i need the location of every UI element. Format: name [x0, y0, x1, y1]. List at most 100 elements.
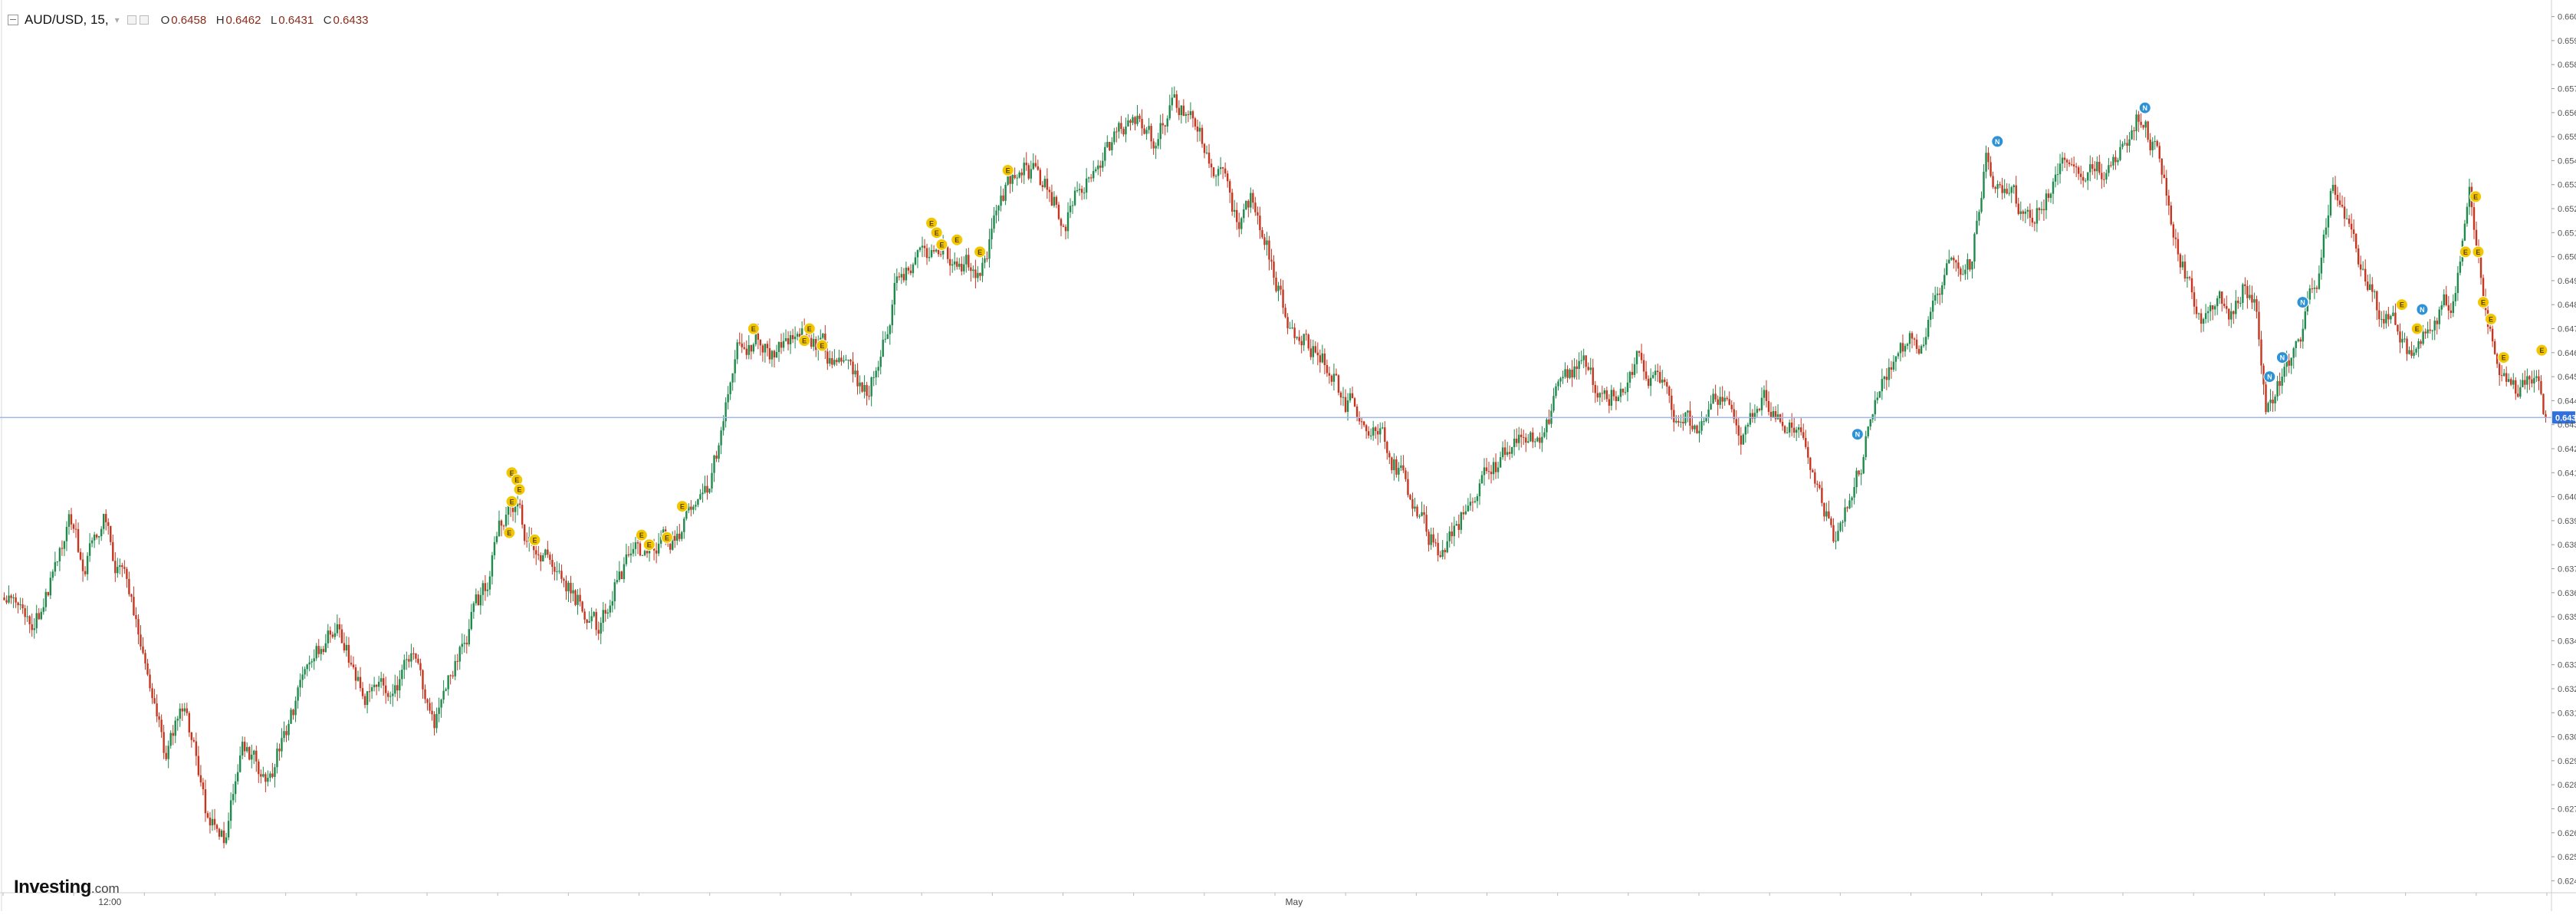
economic-event-marker[interactable]: E: [2459, 245, 2472, 258]
close-box-icon[interactable]: [139, 15, 149, 25]
economic-event-marker[interactable]: E: [951, 233, 964, 246]
candle-body: [112, 541, 114, 561]
economic-event-marker[interactable]: E: [803, 322, 816, 335]
economic-event-marker[interactable]: E: [2477, 296, 2490, 309]
candle-body: [2049, 193, 2052, 199]
candle-body: [1527, 441, 1530, 443]
news-event-marker[interactable]: N: [2138, 101, 2151, 114]
time-axis[interactable]: 12:00 May: [2, 893, 2548, 907]
candle-body: [1367, 431, 1370, 436]
economic-event-marker[interactable]: E: [660, 531, 673, 544]
price-tick-label: 0.6300: [2558, 733, 2576, 742]
investing-logo[interactable]: Investing.com: [14, 877, 120, 898]
news-event-marker[interactable]: N: [2296, 296, 2309, 309]
economic-event-marker[interactable]: E: [513, 483, 526, 496]
news-event-marker[interactable]: N: [1991, 135, 2004, 148]
economic-event-marker[interactable]: E: [925, 216, 938, 229]
candle-body: [879, 357, 882, 367]
candle-body: [1111, 142, 1113, 150]
event-marker-letter: E: [2481, 299, 2486, 307]
economic-event-marker[interactable]: E: [2497, 351, 2510, 364]
economic-event-marker[interactable]: E: [2535, 344, 2548, 357]
economic-event-marker[interactable]: E: [503, 526, 516, 539]
price-tick-label: 0.6560: [2558, 109, 2576, 118]
candle-body: [1307, 334, 1309, 349]
candle-body: [912, 264, 915, 274]
candle-body: [1339, 392, 1342, 398]
candle-body: [1430, 534, 1432, 545]
candle-body: [954, 261, 956, 265]
economic-event-marker[interactable]: E: [642, 538, 656, 551]
candle-body: [2147, 121, 2149, 140]
candle-body: [1788, 422, 1791, 433]
economic-event-marker[interactable]: E: [2469, 190, 2482, 203]
candle-body: [2361, 268, 2364, 270]
candle-body: [2524, 380, 2526, 385]
economic-event-marker[interactable]: E: [675, 500, 688, 513]
economic-event-marker[interactable]: E: [930, 226, 943, 239]
candle-body: [958, 263, 961, 267]
candle-body: [2246, 285, 2249, 298]
candle-body: [447, 675, 449, 690]
economic-event-marker[interactable]: E: [974, 245, 987, 258]
candle-body: [1539, 437, 1541, 443]
collapse-legend-icon[interactable]: [8, 15, 18, 25]
candle-body: [31, 624, 33, 630]
economic-event-marker[interactable]: E: [2395, 298, 2408, 311]
candle-body: [791, 334, 794, 340]
candle-body: [500, 520, 503, 526]
candle-body: [2080, 173, 2082, 177]
candle-body: [51, 571, 54, 578]
candle-body: [246, 747, 248, 752]
candle-body: [1280, 285, 1282, 290]
candle-body: [1053, 196, 1056, 206]
economic-event-marker[interactable]: E: [747, 322, 760, 335]
candle-body: [1247, 200, 1250, 208]
candle-body: [1326, 365, 1329, 374]
dropdown-dot-icon[interactable]: ▾: [114, 15, 120, 25]
candle-body: [629, 553, 632, 556]
settings-box-icon[interactable]: [127, 15, 136, 25]
economic-event-marker[interactable]: E: [2472, 245, 2485, 258]
candle-body: [1386, 441, 1388, 453]
candle-body: [2267, 403, 2269, 413]
candle-body: [1382, 427, 1384, 429]
news-event-marker[interactable]: N: [2263, 370, 2276, 383]
economic-event-marker[interactable]: E: [935, 238, 948, 251]
candle-body: [511, 507, 514, 512]
candle-body: [1476, 495, 1479, 502]
candle-body: [852, 361, 854, 375]
economic-event-marker[interactable]: E: [635, 528, 648, 541]
economic-event-marker[interactable]: E: [2410, 322, 2423, 335]
news-event-marker[interactable]: N: [2275, 351, 2288, 364]
news-event-marker[interactable]: N: [2416, 303, 2429, 316]
ohlc-values: O 0.6458 H 0.6462 L 0.6431 C 0.6433: [161, 14, 369, 27]
news-event-marker[interactable]: N: [1851, 428, 1864, 441]
economic-event-marker[interactable]: E: [2485, 312, 2498, 325]
candle-body: [2426, 329, 2429, 334]
economic-event-marker[interactable]: E: [1001, 163, 1014, 176]
price-tick-label: 0.6360: [2558, 589, 2576, 598]
economic-event-marker[interactable]: E: [798, 334, 811, 347]
candle-body: [590, 616, 593, 621]
candle-body: [2272, 400, 2274, 403]
economic-event-marker[interactable]: E: [528, 533, 541, 546]
candle-body: [1234, 209, 1236, 212]
candle-body: [833, 360, 836, 365]
candle-body: [2463, 223, 2466, 241]
candle-body: [1175, 94, 1178, 108]
candle-body: [1980, 198, 1983, 212]
candle-body: [995, 210, 997, 216]
economic-event-marker[interactable]: E: [816, 339, 829, 352]
symbol-label[interactable]: AUD/USD, 15,: [25, 12, 109, 27]
economic-event-marker[interactable]: E: [505, 495, 518, 508]
candle-body: [1640, 353, 1643, 360]
candle-body: [810, 337, 813, 347]
price-axis[interactable]: 0.6600 0.6590 0.6580 0.6570 0.6560 0.6550 0.65…: [2551, 13, 2576, 887]
candle-body: [1282, 289, 1284, 308]
candle-body: [1626, 382, 1629, 393]
candle-body: [1696, 425, 1698, 433]
candle-body: [2177, 239, 2180, 255]
